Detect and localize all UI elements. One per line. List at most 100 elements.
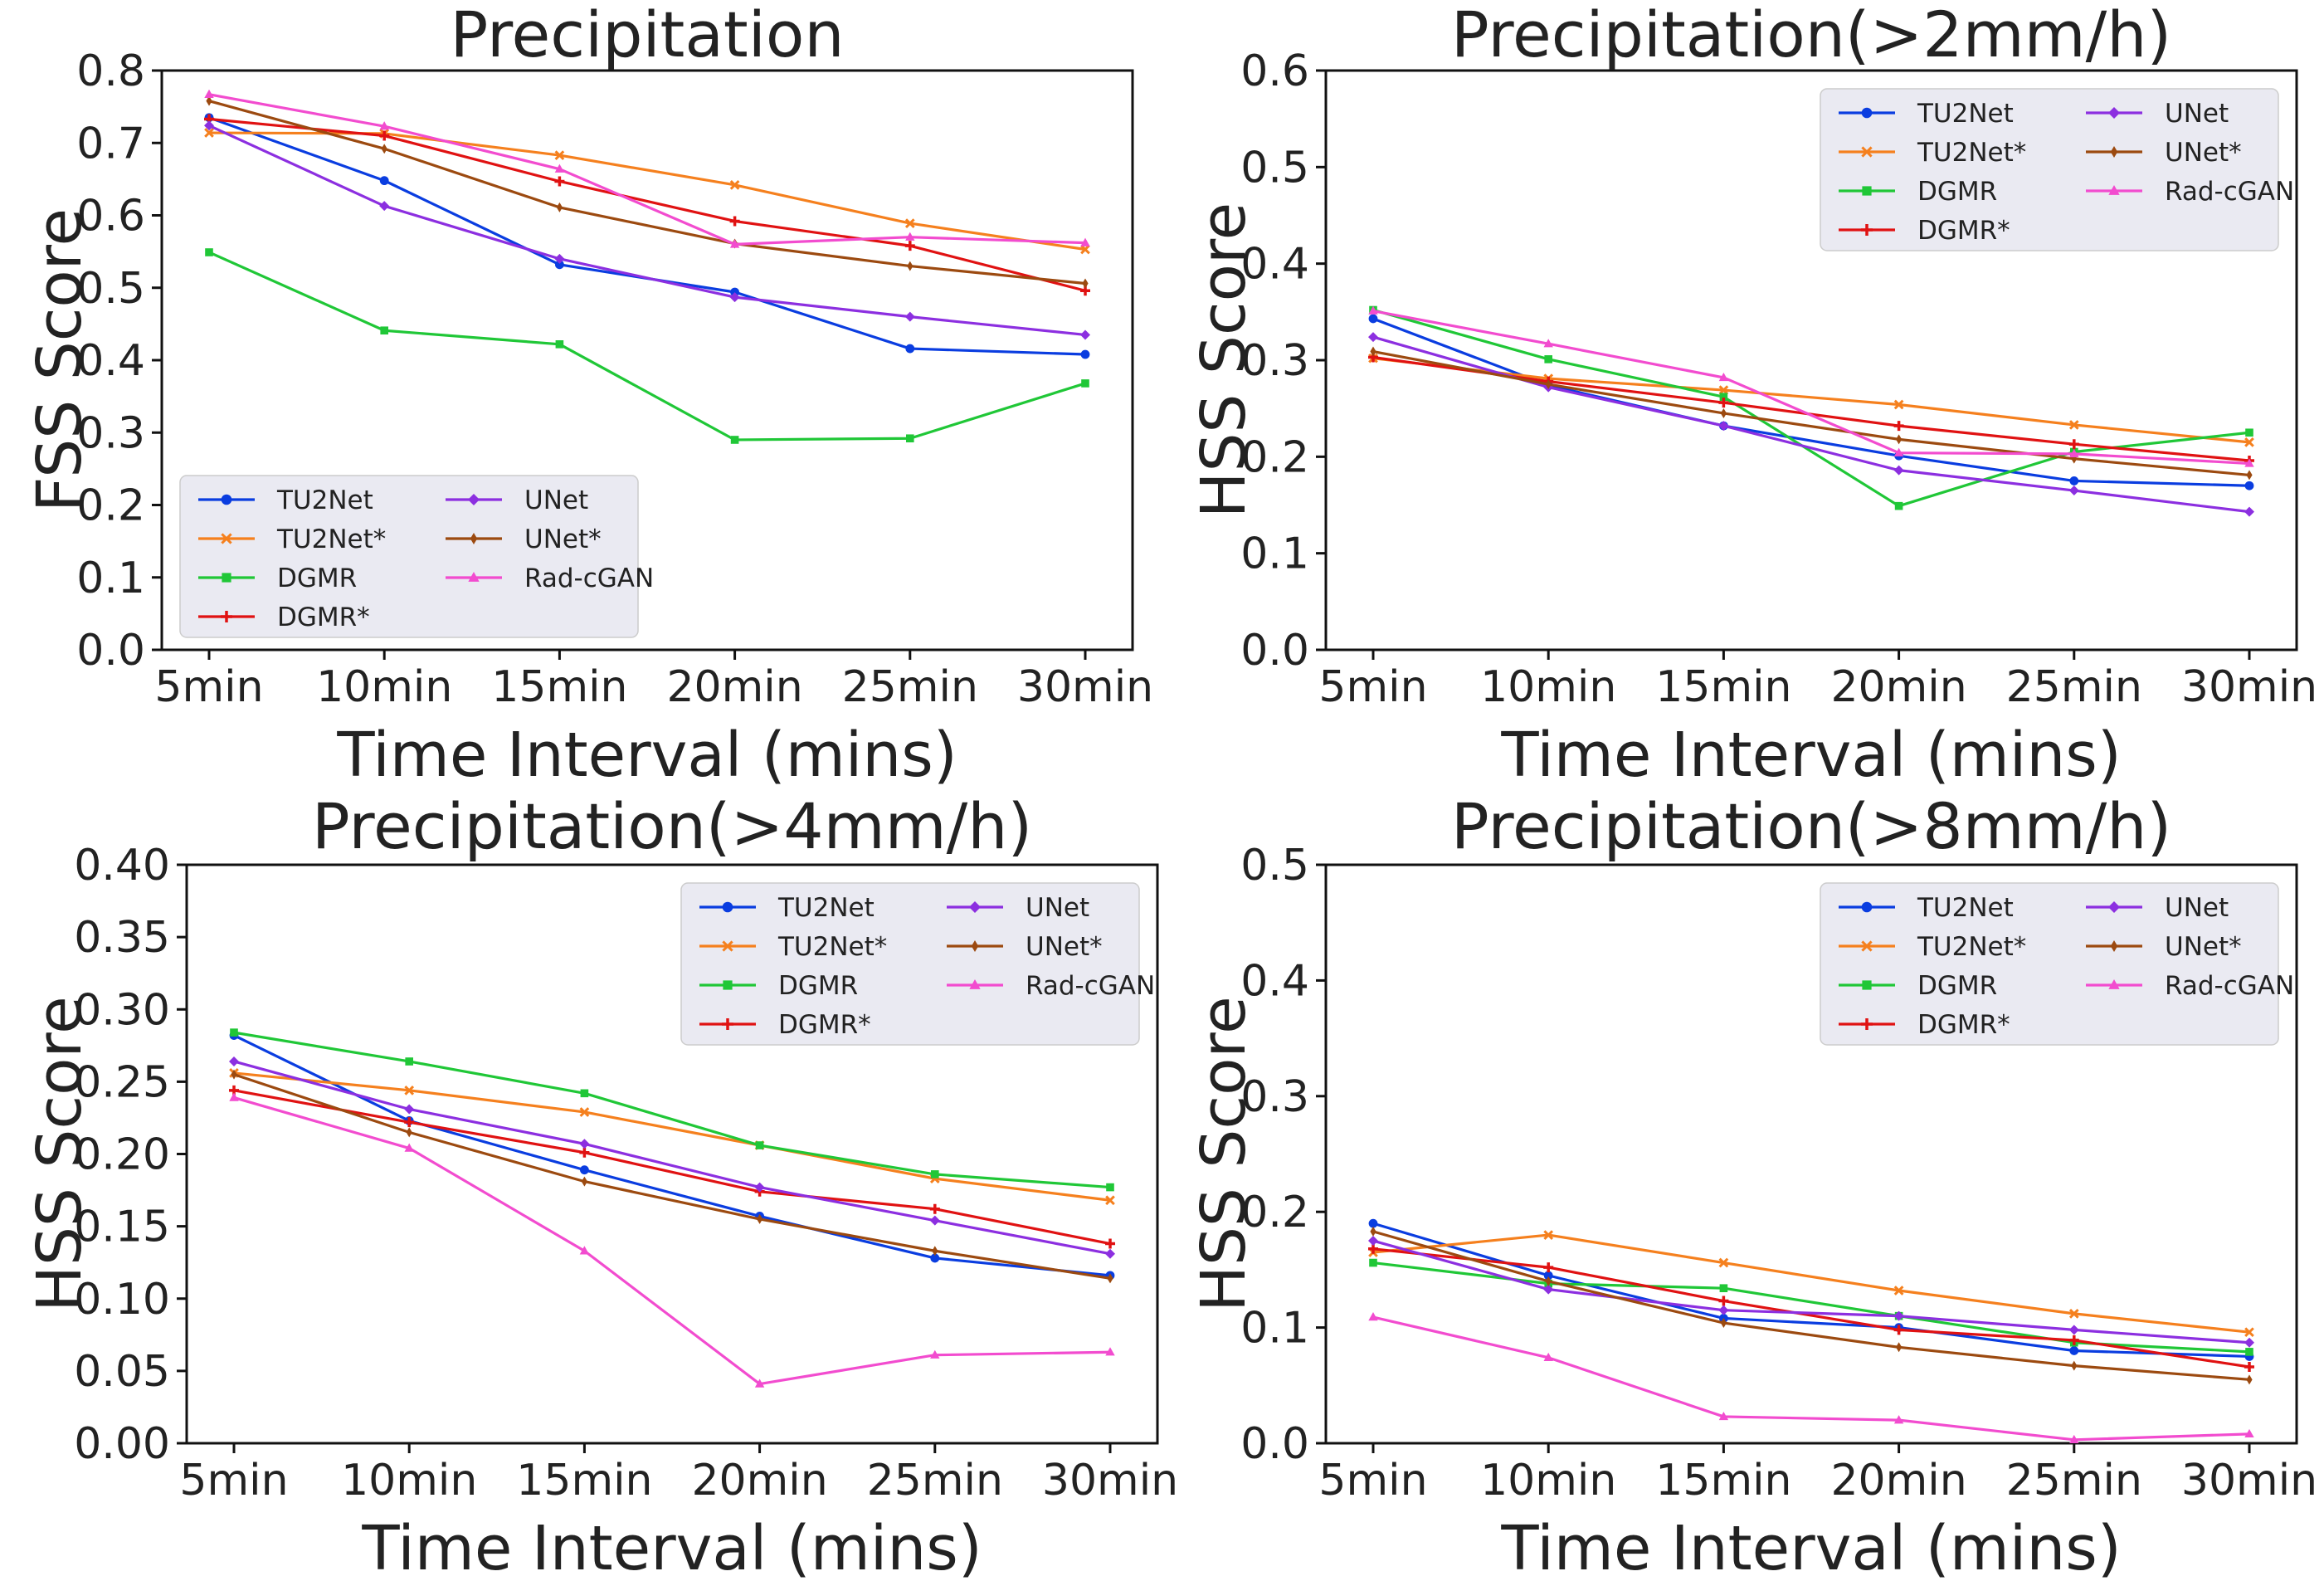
x-tick-label: 30min	[2181, 662, 2317, 712]
y-tick-label: 0.1	[1240, 1304, 1309, 1354]
series-line	[208, 100, 1086, 285]
data-point	[204, 128, 214, 138]
data-point	[1368, 1236, 1378, 1247]
data-point	[404, 1143, 414, 1152]
series-unet	[1368, 1236, 2254, 1348]
series-line	[1372, 310, 2250, 466]
x-tick-label: 30min	[1042, 1456, 1178, 1505]
data-point	[404, 1104, 415, 1115]
data-point	[1543, 1352, 1553, 1362]
legend-box	[1820, 882, 2279, 1046]
y-tick-label: 0.8	[76, 46, 145, 96]
y-tick-label: 0.25	[74, 1057, 170, 1107]
data-point	[1718, 385, 1729, 395]
series-line	[233, 1031, 1111, 1189]
data-point	[2244, 458, 2254, 467]
data-point	[930, 1253, 940, 1263]
data-point	[229, 1056, 239, 1066]
y-tick-label: 0.2	[1240, 432, 1309, 482]
data-point	[1080, 329, 1090, 340]
data-point	[757, 1213, 763, 1224]
data-point	[1718, 1296, 1729, 1306]
data-point	[2245, 428, 2253, 437]
data-point	[1720, 407, 1727, 418]
legend-marker	[723, 980, 733, 990]
data-point	[581, 1176, 587, 1187]
y-tick-label: 0.4	[1240, 240, 1309, 290]
x-tick-label: 10min	[341, 1456, 477, 1505]
series-tu2net-star	[229, 1068, 1115, 1206]
legend-marker	[2108, 107, 2120, 119]
legend-marker	[1861, 224, 1873, 236]
legend-label: TU2Net	[1917, 893, 2014, 923]
series-dgmr	[1369, 305, 2253, 510]
data-point	[1545, 379, 1552, 390]
data-point	[2068, 439, 2079, 450]
series-line	[1372, 1315, 2250, 1442]
data-point	[904, 311, 915, 322]
data-point	[1718, 1411, 1729, 1421]
data-point	[2245, 1348, 2253, 1356]
x-tick-label: 20min	[1830, 1456, 1966, 1505]
series-line	[1372, 349, 2250, 477]
data-point	[1543, 339, 1553, 348]
x-tick-label: 5min	[1318, 1456, 1427, 1505]
legend-label: UNet*	[1026, 932, 1103, 962]
data-point	[2069, 1434, 2079, 1444]
data-point	[2068, 486, 2079, 496]
legend-item-dgmr: DGMR	[198, 564, 357, 593]
data-point	[204, 89, 214, 98]
data-point	[1718, 398, 1729, 408]
x-axis-label: Time Interval (mins)	[361, 1513, 982, 1581]
legend-marker	[722, 1018, 733, 1030]
data-point	[1080, 244, 1090, 255]
y-tick-label: 0.0	[1240, 626, 1309, 676]
x-tick-label: 10min	[1480, 1456, 1616, 1505]
series-unet	[204, 120, 1090, 340]
y-axis-label: HSS Score	[24, 996, 95, 1311]
x-axis-label: Time Interval (mins)	[336, 720, 957, 791]
data-point	[379, 130, 390, 141]
data-point	[554, 163, 565, 173]
legend: TU2Net TU2Net* DGMR DGMR* UNet UNet* Rad-cGAN	[1820, 88, 2294, 251]
data-point	[1893, 465, 1904, 476]
data-point	[555, 340, 564, 349]
legend-item-rad-cgan: Rad-cGAN	[2086, 971, 2294, 1001]
data-point	[931, 1170, 939, 1178]
x-axis-label: Time Interval (mins)	[1500, 1513, 2121, 1581]
data-point	[1106, 1183, 1114, 1192]
data-point	[930, 1349, 940, 1359]
y-tick-label: 0.20	[74, 1130, 170, 1180]
legend-item-tu2net: TU2Net	[1839, 893, 2014, 923]
y-axis-label: HSS Score	[1188, 203, 1259, 518]
y-tick-label: 0.35	[74, 913, 170, 963]
series-line	[233, 1073, 1111, 1280]
legend-item-tu2net: TU2Net	[198, 486, 373, 515]
series-dgmr	[230, 1028, 1114, 1192]
y-tick-label: 0.5	[1240, 841, 1309, 891]
data-point	[905, 232, 915, 241]
legend-marker	[221, 494, 232, 505]
series-line	[208, 124, 1086, 337]
series-line	[1372, 308, 2250, 508]
series-dgmr-star	[204, 114, 1090, 296]
data-point	[230, 1028, 238, 1037]
y-tick-label: 0.5	[76, 264, 145, 314]
data-point	[1718, 372, 1729, 382]
data-point	[1369, 1258, 1377, 1267]
x-tick-label: 5min	[1318, 662, 1427, 712]
data-point	[1105, 1238, 1115, 1249]
legend-marker	[2110, 940, 2118, 952]
legend-label: DGMR	[1917, 177, 1997, 207]
legend-item-dgmr-star: DGMR*	[198, 603, 370, 632]
data-point	[1718, 421, 1729, 432]
data-point	[229, 1092, 239, 1101]
y-axis-label: FSS Score	[24, 208, 95, 512]
legend-item-dgmr: DGMR	[1839, 971, 1997, 1001]
data-point	[2244, 1362, 2254, 1372]
y-tick-label: 0.6	[1240, 46, 1309, 96]
y-tick-label: 0.40	[74, 841, 170, 891]
legend-item-unet: UNet	[2086, 893, 2229, 923]
y-tick-label: 0.3	[1240, 1072, 1309, 1122]
x-tick-label: 25min	[2006, 662, 2142, 712]
